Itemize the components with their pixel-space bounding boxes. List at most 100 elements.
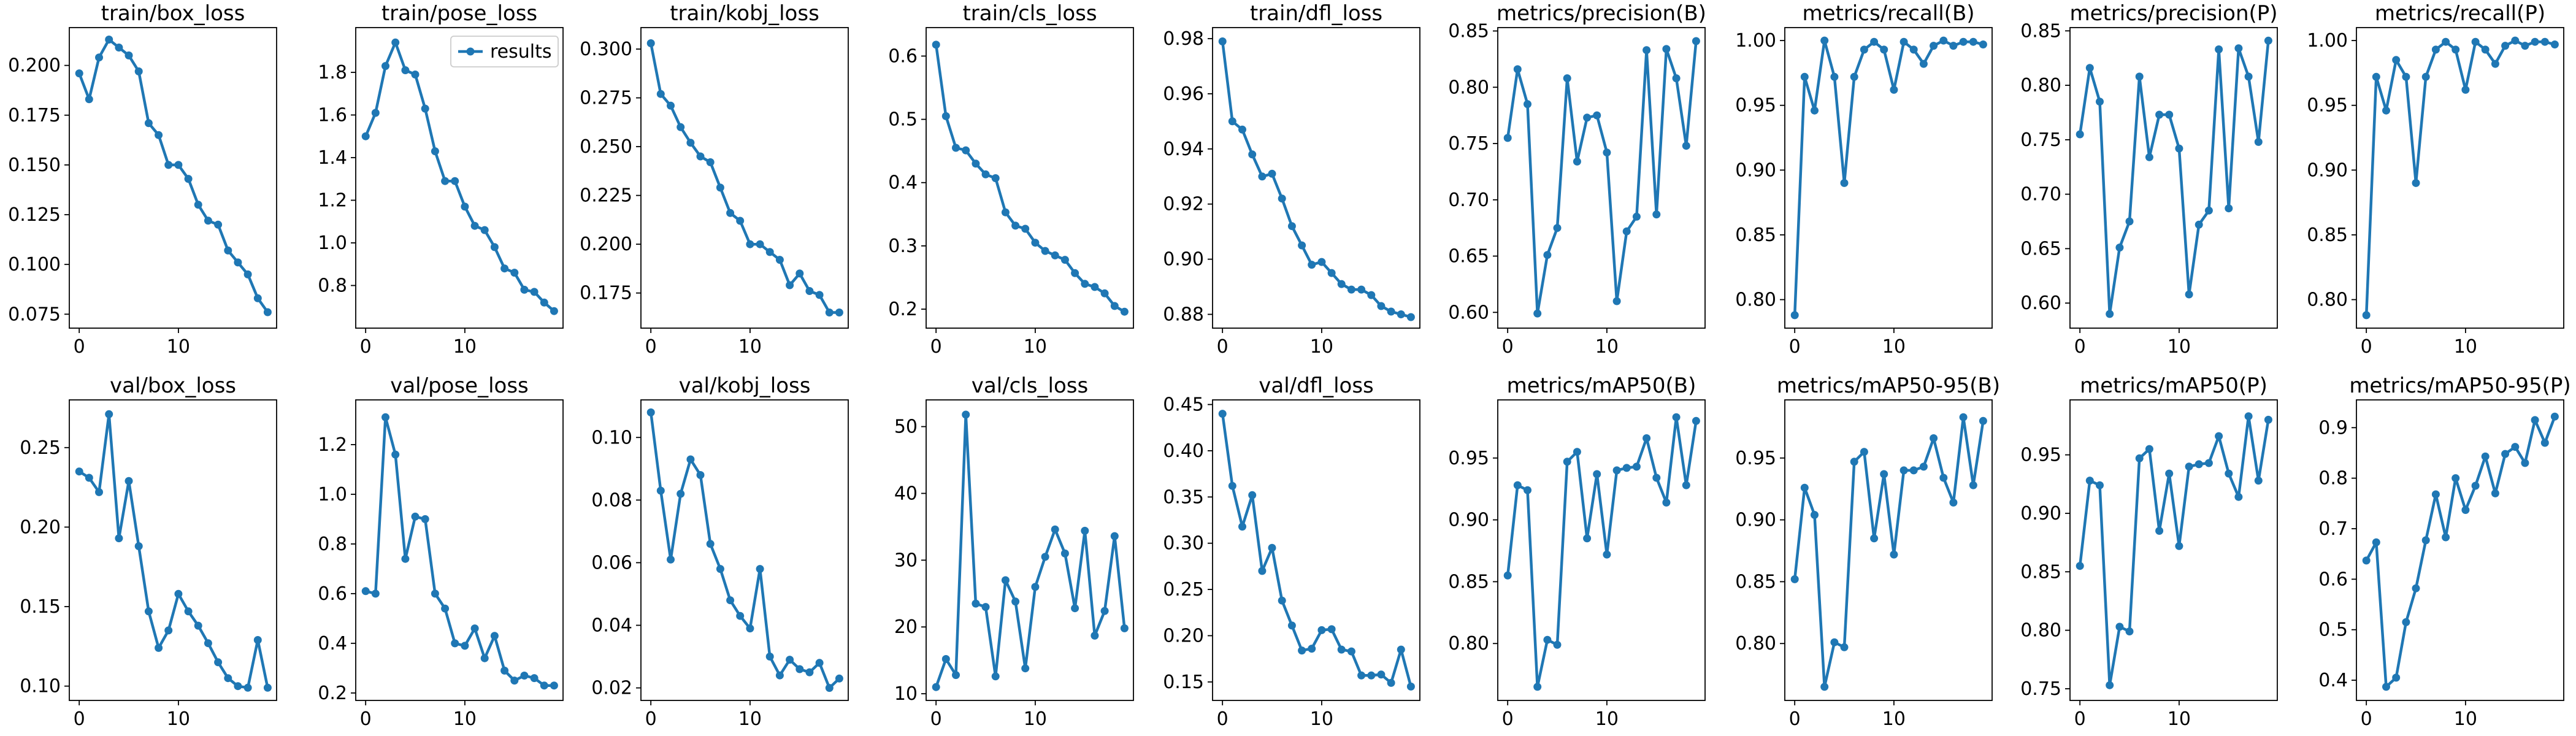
- data-point: [421, 104, 429, 113]
- subplot-1: train/pose_loss 0.8 1.0 1.2 1.4 1.6 1.8 0 10 resu…: [318, 1, 564, 358]
- data-point: [2244, 72, 2253, 81]
- data-point: [765, 653, 774, 661]
- data-point: [941, 112, 950, 120]
- y-tick-label: 0.08: [591, 489, 632, 511]
- data-point: [75, 69, 83, 78]
- data-point: [2531, 37, 2539, 46]
- data-point: [2125, 627, 2134, 635]
- data-point: [540, 298, 548, 307]
- data-point: [451, 177, 459, 185]
- data-point: [991, 672, 1000, 681]
- axes-frame: [640, 27, 849, 329]
- y-tick-label: 0.4: [318, 633, 347, 654]
- y-tick-label: 0.20: [1163, 625, 1204, 646]
- y-tick-label: 0.250: [580, 136, 632, 158]
- data-point: [1543, 251, 1552, 259]
- subplot-title: metrics/mAP50(B): [1507, 374, 1696, 398]
- axes-frame: [640, 399, 849, 701]
- data-point: [1268, 169, 1276, 178]
- series-line: [2364, 415, 2556, 689]
- subplot-title: val/kobj_loss: [679, 374, 811, 398]
- axes-frame: [1784, 27, 1993, 329]
- data-point: [815, 291, 824, 299]
- data-point: [2115, 243, 2124, 252]
- data-point: [510, 677, 519, 685]
- axes-frame: [1212, 399, 1420, 701]
- y-tick-label: 0.90: [1163, 249, 1204, 270]
- axes-frame: [926, 27, 1134, 329]
- axes-frame: [1497, 399, 1706, 701]
- x-tick-label: 10: [2168, 708, 2191, 730]
- data-point: [540, 681, 548, 690]
- data-point: [1513, 481, 1522, 489]
- y-tick-label: 20: [894, 616, 918, 638]
- data-point: [401, 554, 410, 563]
- data-point: [1533, 309, 1542, 318]
- x-tick-label: 10: [1024, 336, 1047, 358]
- data-point: [1632, 462, 1641, 471]
- subplot-8: metrics/recall(P) 0.80 0.85 0.90 0.95 1.00 0 10: [2307, 1, 2564, 358]
- x-tick-label: 0: [1789, 708, 1801, 730]
- data-point: [2451, 45, 2460, 54]
- y-tick-label: 0.175: [8, 105, 61, 126]
- data-point: [1622, 227, 1631, 236]
- data-point: [1110, 532, 1119, 540]
- data-point: [835, 309, 843, 316]
- data-point: [746, 240, 754, 248]
- y-tick-label: 0.85: [1735, 571, 1776, 592]
- data-point: [1387, 307, 1395, 316]
- x-tick-label: 10: [1310, 336, 1333, 358]
- data-point: [530, 288, 539, 296]
- data-point: [1870, 534, 1879, 543]
- y-tick-label: 0.80: [1735, 289, 1776, 311]
- axes-frame: [1784, 399, 1993, 701]
- data-point: [972, 599, 980, 608]
- subplot-2: train/kobj_loss 0.175 0.200 0.225 0.250 0.275…: [580, 1, 849, 358]
- data-point: [1939, 36, 1948, 45]
- data-point: [2471, 37, 2480, 46]
- y-tick-label: 0.02: [591, 678, 632, 699]
- x-tick-label: 10: [1310, 708, 1333, 730]
- y-tick-label: 0.70: [1448, 190, 1489, 211]
- data-point: [1327, 625, 1336, 634]
- data-point: [95, 488, 103, 496]
- y-tick-label: 0.95: [1448, 448, 1489, 469]
- data-point: [1652, 473, 1661, 482]
- x-tick-label: 0: [2074, 708, 2086, 730]
- data-point: [1979, 40, 1987, 48]
- data-point: [2115, 623, 2124, 631]
- x-tick-label: 10: [1882, 336, 1906, 358]
- subplot-15: metrics/mAP50-95(B) 0.80 0.85 0.90 0.95 0 10: [1735, 374, 2000, 730]
- subplot-title: metrics/precision(P): [2069, 1, 2277, 26]
- data-point: [646, 39, 655, 47]
- data-point: [2175, 542, 2183, 550]
- data-point: [786, 281, 794, 289]
- data-point: [1682, 142, 1690, 150]
- data-point: [1278, 596, 1286, 605]
- data-point: [736, 217, 745, 225]
- data-point: [1397, 310, 1405, 318]
- data-point: [2215, 45, 2223, 53]
- data-point: [2264, 36, 2272, 45]
- x-tick-label: 0: [1502, 708, 1514, 730]
- data-point: [411, 512, 420, 521]
- y-tick-label: 40: [894, 483, 918, 504]
- data-point: [765, 248, 774, 256]
- series-line: [2364, 39, 2556, 317]
- data-point: [1573, 448, 1581, 456]
- x-tick-label: 10: [738, 708, 762, 730]
- data-point: [155, 131, 163, 139]
- x-tick-label: 10: [1882, 708, 1906, 730]
- subplot-3: train/cls_loss 0.2 0.3 0.4 0.5 0.6 0 10: [888, 1, 1134, 358]
- data-point: [2550, 40, 2559, 48]
- y-tick-label: 0.4: [888, 172, 918, 194]
- data-point: [115, 534, 123, 543]
- y-tick-label: 50: [894, 416, 918, 438]
- data-point: [85, 473, 93, 482]
- data-point: [1622, 464, 1631, 472]
- data-point: [2185, 290, 2193, 299]
- data-point: [1298, 241, 1306, 250]
- x-tick-label: 10: [2454, 708, 2477, 730]
- data-point: [1406, 682, 1415, 691]
- data-point: [656, 486, 665, 495]
